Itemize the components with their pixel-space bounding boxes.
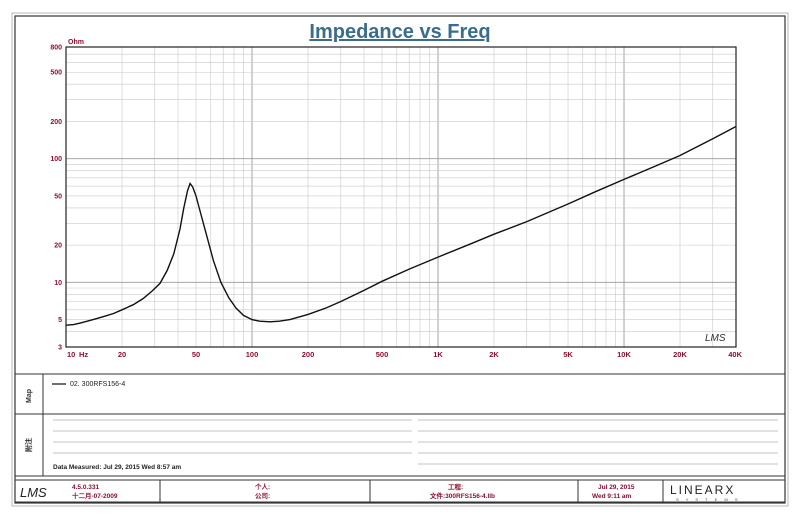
footer-lms-logo: LMS: [20, 485, 47, 500]
impedance-curve: [65, 125, 737, 326]
x-tick-label: 20: [118, 350, 126, 359]
y-tick-label: 20: [54, 243, 62, 250]
legend-panel: [14, 373, 786, 415]
map-label: Map: [26, 389, 33, 403]
y-tick-label: 50: [54, 193, 62, 200]
plot-frame: [65, 46, 737, 348]
footer-date: Jul 29, 2015: [598, 484, 635, 491]
y-axis-unit: Ohm: [68, 39, 84, 46]
y-tick-labels: 800 500 200 100 50 20 10 5 3: [50, 45, 62, 352]
footer-version: 4.5.0.331: [72, 484, 99, 491]
footer-brand-sub: S Y S T E M S: [676, 497, 741, 502]
footer-brand-logo: LINEARX: [670, 483, 735, 497]
x-tick-label: 200: [302, 350, 315, 359]
chart-title: Impedance vs Freq: [309, 21, 490, 43]
footer-person-label: 个人:: [254, 482, 270, 491]
outer-border-shadow: [11, 12, 789, 507]
footer-file-label: 文件:300RFS156-4.llb: [429, 491, 495, 500]
x-tick-label: 5K: [563, 350, 573, 359]
x-tick-label: 1K: [433, 350, 443, 359]
footer-company-label: 公司:: [255, 492, 270, 500]
footer-bar: [14, 479, 786, 503]
footer-day-time: Wed 9:11 am: [592, 493, 631, 500]
x-tick-label: 10: [67, 350, 75, 359]
notes-panel: [14, 413, 786, 477]
legend-entry: 02. 300RFS156-4: [70, 381, 125, 388]
y-tick-label: 5: [58, 317, 62, 324]
x-tick-label: 500: [376, 350, 389, 359]
notes-lines: [53, 419, 778, 465]
x-tick-label: 100: [246, 350, 259, 359]
plot-frame-outline: [65, 46, 737, 348]
footer-version-date: 十二月-07-2009: [72, 491, 118, 500]
x-tick-labels: 10 20 50 100 200 500 1K 2K 5K 10K 20K 40K Hz: [67, 350, 743, 359]
y-tick-label: 10: [54, 280, 62, 287]
x-axis-unit: Hz: [79, 350, 88, 359]
grid-lines: [65, 46, 737, 348]
footer-project-label: 工程:: [448, 482, 463, 491]
x-tick-label: 10K: [617, 350, 631, 359]
data-measured-text: Data Measured: Jul 29, 2015 Wed 8:57 am: [53, 464, 181, 471]
y-tick-label: 800: [50, 45, 62, 52]
y-tick-label: 200: [50, 119, 62, 126]
plot-area: 800 500 200 100 50 20 10 5 3 10 20 50 100 200 500 1K 2K…: [50, 45, 742, 360]
x-tick-label: 40K: [728, 350, 742, 359]
outer-border: [14, 15, 786, 504]
x-tick-label: 20K: [673, 350, 687, 359]
x-tick-label: 2K: [489, 350, 499, 359]
y-tick-label: 500: [50, 70, 62, 77]
x-tick-label: 50: [192, 350, 200, 359]
lms-watermark: LMS: [705, 333, 726, 344]
notes-label: 附注: [24, 438, 33, 452]
y-tick-label: 100: [50, 156, 62, 163]
y-tick-label: 3: [58, 345, 62, 352]
